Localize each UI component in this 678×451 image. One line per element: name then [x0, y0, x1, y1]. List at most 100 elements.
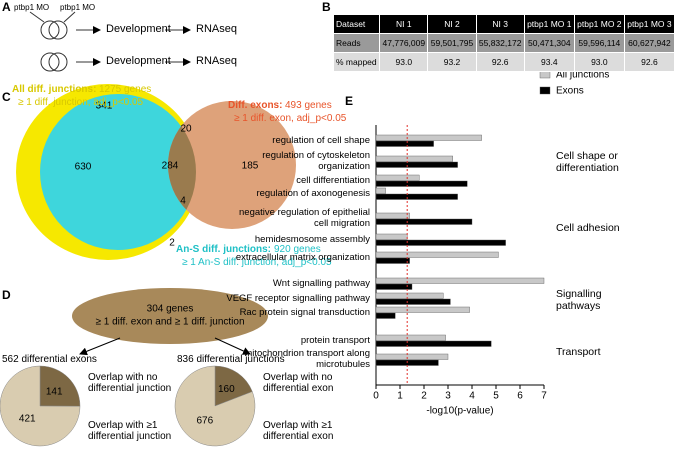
slice-label: 421: [19, 413, 36, 424]
panel-label: A: [2, 0, 11, 14]
venn-exons: [168, 101, 296, 229]
category-label: mitochondrion transport along microtubul…: [244, 348, 370, 370]
table-cell: 59,596,114: [573, 33, 625, 53]
table-cell: NI 2: [427, 14, 477, 34]
bar: [375, 334, 446, 341]
arrow: [79, 337, 121, 356]
step-label: Development: [106, 23, 171, 35]
table-cell: 50,471,304: [523, 33, 575, 53]
table-cell: 55,832,172: [475, 33, 525, 53]
category-label: VEGF receptor signalling pathway: [226, 292, 370, 304]
table-row: % mapped 93.0 93.2 92.6 93.4 93.0 92.6: [332, 52, 676, 72]
category-label: regulation of cell shape: [272, 134, 370, 146]
bar: [375, 277, 545, 284]
bar: [375, 193, 458, 200]
bar: [375, 161, 458, 168]
table-cell: 93.0: [379, 52, 429, 72]
pie-title: 562 differential exons: [2, 354, 97, 365]
arrow: [214, 337, 251, 355]
pie-title: 836 differential junctions: [177, 354, 285, 365]
set-title: All diff. junctions:: [12, 84, 97, 95]
bar: [375, 155, 454, 162]
panel-label: B: [322, 0, 331, 14]
table-cell: 60,627,942: [623, 33, 676, 53]
category-label: Rac protein signal transduction: [239, 306, 370, 318]
x-tick-label: 3: [445, 391, 451, 402]
table-cell: ptbp1 MO 3: [623, 14, 676, 34]
slice-category: Overlap with no differential exon: [263, 372, 334, 394]
table-cell: 59,501,795: [427, 33, 477, 53]
set-count: 920 genes: [274, 244, 321, 255]
x-tick-label: 2: [421, 391, 427, 402]
category-label: cell differentiation: [296, 174, 370, 186]
slice-category: Overlap with ≥1 differential exon: [263, 420, 334, 442]
table-cell: NI 1: [379, 14, 429, 34]
group-label: Transport: [556, 346, 601, 358]
bar: [375, 180, 468, 187]
table-cell: 92.6: [623, 52, 676, 72]
table-cell: Dataset: [332, 14, 381, 34]
bar: [375, 134, 482, 141]
table-cell: ptbp1 MO 2: [573, 14, 625, 34]
bar: [375, 283, 413, 290]
legend-swatch: [539, 70, 551, 79]
step-label: RNAseq: [196, 23, 237, 35]
bar: [375, 140, 434, 147]
bar: [375, 251, 499, 258]
table-cell: 93.2: [427, 52, 477, 72]
legend-swatch: [539, 86, 551, 95]
category-label: hemidesmosome assembly: [254, 233, 370, 245]
category-label: Wnt signalling pathway: [272, 277, 370, 289]
step-label: Development: [106, 55, 171, 67]
x-tick-label: 1: [397, 391, 403, 402]
slice-label: 160: [218, 384, 235, 395]
set-count: 493 genes: [285, 100, 332, 111]
bar: [375, 340, 492, 347]
region-count: 20: [180, 124, 192, 135]
x-axis-title: -log10(p-value): [426, 406, 493, 417]
pie-slice: [214, 365, 253, 407]
x-tick-label: 7: [541, 391, 547, 402]
set-criterion: ≥ 1 An-S diff. junction, adj_p<0.05: [182, 257, 332, 268]
pie-slice: [39, 365, 81, 407]
venn-ans-junctions: [40, 94, 196, 250]
pie-slice: [0, 365, 81, 447]
overlap-count: 304 genes: [147, 304, 194, 315]
table-cell: Reads: [332, 33, 381, 53]
category-label: regulation of cytoskeleton organization: [262, 150, 370, 172]
region-count: 185: [242, 161, 259, 172]
set-criterion: ≥ 1 diff. exon, adj_p<0.05: [234, 113, 347, 124]
table-cell: ptbp1 MO 1: [523, 14, 575, 34]
table-cell: 92.6: [475, 52, 525, 72]
bar: [375, 212, 410, 219]
category-label: extracellular matrix organization: [235, 251, 370, 263]
table-cell: 93.4: [523, 52, 575, 72]
overlap-criterion: ≥ 1 diff. exon and ≥ 1 diff. junction: [95, 317, 244, 328]
bar: [375, 292, 444, 299]
region-count: 2: [169, 238, 175, 249]
step-label: RNAseq: [196, 55, 237, 67]
region-count: 341: [96, 101, 113, 112]
group-label: Signalling pathways: [556, 288, 602, 312]
category-label: regulation of axonogenesis: [256, 187, 370, 199]
set-title: An-S diff. junctions:: [176, 244, 271, 255]
x-tick-label: 5: [493, 391, 499, 402]
slice-label: 676: [196, 415, 213, 426]
x-tick-label: 0: [373, 391, 379, 402]
table-cell: 47,776,009: [379, 33, 429, 53]
slice-category: Overlap with ≥1 differential junction: [88, 420, 172, 442]
category-label: protein transport: [300, 334, 370, 346]
bar: [375, 174, 420, 181]
bar: [375, 257, 410, 264]
legend-label: Exons: [556, 86, 584, 97]
table-cell: 93.0: [573, 52, 625, 72]
overlap-ellipse: [72, 288, 268, 344]
set-criterion: ≥ 1 diff. junction, adj_p<0.05: [18, 97, 144, 108]
bar: [375, 312, 396, 319]
bar: [375, 187, 386, 194]
bar: [375, 233, 408, 240]
table-cell: % mapped: [332, 52, 381, 72]
